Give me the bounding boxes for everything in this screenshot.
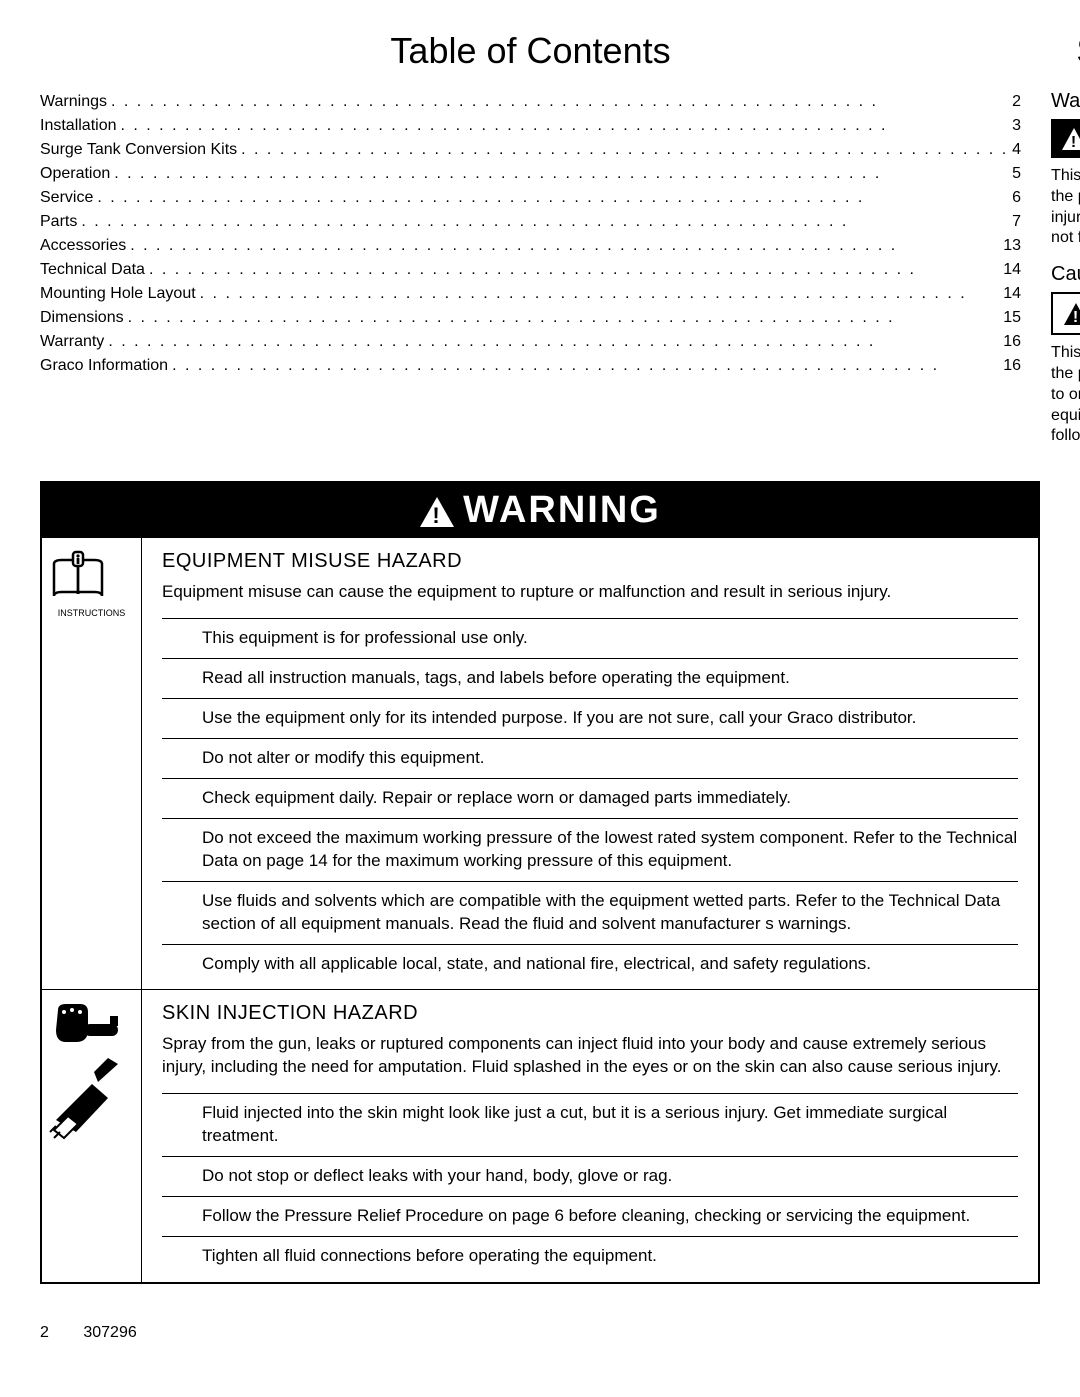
hazard-item: Do not exceed the maximum working pressu…: [162, 818, 1018, 881]
hazard-title: EQUIPMENT MISUSE HAZARD: [162, 550, 1018, 573]
toc-dots: [124, 306, 1004, 330]
svg-text:!: !: [1073, 309, 1079, 326]
toc-row: Accessories 13: [40, 234, 1021, 258]
hazard-title: SKIN INJECTION HAZARD: [162, 1002, 1018, 1025]
toc-dots: [196, 282, 1004, 306]
warning-desc: This symbol alerts you to the possibilit…: [1051, 166, 1080, 249]
toc-page: 16: [1003, 354, 1021, 378]
hazard-item: Use fluids and solvents which are compat…: [162, 881, 1018, 944]
toc-row: Mounting Hole Layout 14: [40, 282, 1021, 306]
hazard-item: This equipment is for professional use o…: [162, 618, 1018, 658]
toc-page: 14: [1003, 282, 1021, 306]
toc-label: Installation: [40, 114, 117, 138]
toc-row: Parts 7: [40, 210, 1021, 234]
toc-row: Warranty 16: [40, 330, 1021, 354]
toc-label: Surge Tank Conversion Kits: [40, 138, 237, 162]
toc-dots: [126, 234, 1003, 258]
toc-label: Warnings: [40, 90, 107, 114]
toc-row: Installation 3: [40, 114, 1021, 138]
hazard-item: Check equipment daily. Repair or replace…: [162, 778, 1018, 818]
toc-label: Graco Information: [40, 354, 168, 378]
toc-label: Operation: [40, 162, 110, 186]
warning-banner: ! WARNING: [1051, 119, 1080, 158]
hazard-item: Fluid injected into the skin might look …: [162, 1093, 1018, 1156]
toc-dots: [93, 186, 1012, 210]
hazard-intro: Spray from the gun, leaks or ruptured co…: [162, 1033, 1018, 1079]
toc-dots: [104, 330, 1003, 354]
warning-triangle-icon: !: [1061, 127, 1080, 151]
toc-row: Operation 5: [40, 162, 1021, 186]
toc-dots: [168, 354, 1003, 378]
toc-label: Accessories: [40, 234, 126, 258]
toc-row: Warnings 2: [40, 90, 1021, 114]
toc-page: 16: [1003, 330, 1021, 354]
top-columns: Table of Contents Warnings 2 Installation 3…: [40, 30, 1040, 461]
warning-symbol-label: Warning Symbol: [1051, 90, 1080, 113]
svg-text:!: !: [1071, 134, 1077, 151]
toc-row: Service 6: [40, 186, 1021, 210]
skin-injection-icon: [42, 990, 142, 1282]
toc-label: Parts: [40, 210, 77, 234]
caution-banner: ! CAUTION: [1051, 292, 1080, 335]
toc-dots: [110, 162, 1012, 186]
hazard-item: Use the equipment only for its intended …: [162, 698, 1018, 738]
footer-page: 2: [40, 1324, 49, 1341]
warning-box: ! WARNING INSTRUCTIONSEQUIPMENT MISUSE H…: [40, 481, 1040, 1284]
toc-dots: [77, 210, 1012, 234]
toc-list: Warnings2Installation3Surge Tank Convers…: [40, 90, 1021, 378]
hazard-item: Do not alter or modify this equipment.: [162, 738, 1018, 778]
hazard-body: SKIN INJECTION HAZARD Spray from the gun,…: [142, 990, 1038, 1282]
hazard-body: EQUIPMENT MISUSE HAZARD Equipment misuse …: [142, 538, 1038, 989]
toc-page: 15: [1003, 306, 1021, 330]
hazard-item: Do not stop or deflect leaks with your h…: [162, 1156, 1018, 1196]
toc-page: 7: [1012, 210, 1021, 234]
svg-text:!: !: [433, 503, 442, 528]
toc-dots: [107, 90, 1012, 114]
instructions-icon: INSTRUCTIONS: [42, 538, 142, 989]
hazard-section: INSTRUCTIONS EQUIPMENT MISUSE HAZARD Equip…: [42, 538, 1038, 989]
toc-row: Technical Data 14: [40, 258, 1021, 282]
page-footer: 2 307296: [40, 1324, 1040, 1342]
toc-page: 14: [1003, 258, 1021, 282]
hazard-intro: Equipment misuse can cause the equipment…: [162, 581, 1018, 604]
hazard-item: Follow the Pressure Relief Procedure on …: [162, 1196, 1018, 1236]
toc-page: 2: [1012, 90, 1021, 114]
toc-row: Dimensions 15: [40, 306, 1021, 330]
toc-page: 13: [1003, 234, 1021, 258]
footer-doc: 307296: [83, 1324, 136, 1341]
toc-label: Mounting Hole Layout: [40, 282, 196, 306]
hazard-item: Tighten all fluid connections before ope…: [162, 1236, 1018, 1276]
toc-row: Graco Information 16: [40, 354, 1021, 378]
big-warning-banner: ! WARNING: [42, 483, 1038, 538]
toc-dots: [145, 258, 1003, 282]
toc-heading: Table of Contents: [40, 30, 1021, 72]
toc-row: Surge Tank Conversion Kits 4: [40, 138, 1021, 162]
hazard-section: SKIN INJECTION HAZARD Spray from the gun,…: [42, 989, 1038, 1282]
toc-label: Technical Data: [40, 258, 145, 282]
toc-page: 6: [1012, 186, 1021, 210]
toc-page: 5: [1012, 162, 1021, 186]
big-warning-text: WARNING: [463, 489, 661, 531]
toc-page: 4: [1012, 138, 1021, 162]
hazard-table: INSTRUCTIONS EQUIPMENT MISUSE HAZARD Equip…: [42, 538, 1038, 1282]
toc-column: Table of Contents Warnings 2 Installation 3…: [40, 30, 1021, 461]
symbols-heading: Symbols: [1051, 30, 1080, 72]
caution-desc: This symbol alerts you to the possibilit…: [1051, 343, 1080, 447]
caution-triangle-icon: !: [1063, 302, 1080, 326]
big-warning-triangle-icon: !: [419, 496, 455, 528]
toc-label: Dimensions: [40, 306, 124, 330]
caution-symbol-label: Caution Symbol: [1051, 263, 1080, 286]
toc-dots: [117, 114, 1013, 138]
hazard-item: Comply with all applicable local, state,…: [162, 944, 1018, 984]
toc-page: 3: [1012, 114, 1021, 138]
toc-label: Service: [40, 186, 93, 210]
hazard-item: Read all instruction manuals, tags, and …: [162, 658, 1018, 698]
symbols-column: Symbols Warning Symbol ! WARNING This sy…: [1051, 30, 1080, 461]
toc-dots: [237, 138, 1012, 162]
toc-label: Warranty: [40, 330, 104, 354]
